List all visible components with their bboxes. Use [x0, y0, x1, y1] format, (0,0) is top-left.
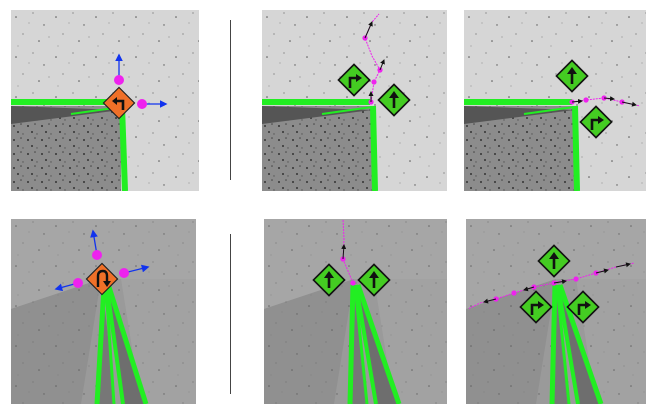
divider-row-1: [230, 20, 231, 180]
road-boundary: [105, 286, 125, 404]
panel-bottom-left: [11, 219, 196, 404]
pose-point: [114, 75, 124, 85]
road-boundary-vertical: [572, 105, 580, 191]
panel-top-left: [11, 10, 199, 191]
road-boundary: [104, 286, 116, 404]
panel-bottom-middle: [264, 219, 447, 404]
pose-point: [73, 278, 83, 288]
road-boundary-vertical: [370, 105, 378, 191]
pose-point: [119, 268, 129, 278]
road-boundary: [94, 286, 107, 404]
panel-top-middle: [262, 10, 447, 191]
trajectory-left: [467, 282, 555, 310]
pose-point: [92, 250, 102, 260]
divider-row-2: [230, 234, 231, 394]
road-boundary-vertical: [119, 105, 128, 191]
trajectory: [364, 13, 381, 103]
panel-top-right: [464, 10, 646, 191]
ground-dark-region: [11, 106, 121, 191]
pose-point: [137, 99, 147, 109]
road-boundary: [106, 286, 149, 404]
panel-bottom-right: [466, 219, 646, 404]
trajectory-right: [555, 262, 635, 283]
